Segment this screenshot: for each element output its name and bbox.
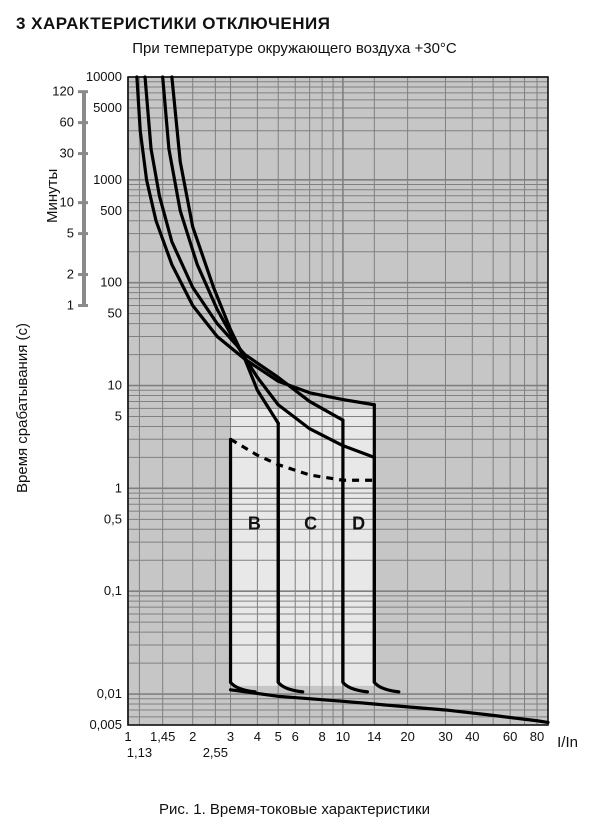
- x-axis-label: I/In: [557, 734, 578, 751]
- svg-text:D: D: [352, 513, 365, 533]
- svg-text:10: 10: [60, 195, 74, 210]
- svg-text:3: 3: [227, 729, 234, 744]
- svg-text:30: 30: [60, 146, 74, 161]
- svg-text:50: 50: [108, 306, 122, 321]
- y-axis-label-minutes: Минуты: [44, 169, 61, 223]
- svg-text:1: 1: [67, 297, 74, 312]
- svg-text:40: 40: [465, 729, 479, 744]
- svg-text:1000: 1000: [93, 172, 122, 187]
- svg-text:0,5: 0,5: [104, 511, 122, 526]
- svg-text:10000: 10000: [86, 69, 122, 84]
- svg-text:1: 1: [124, 729, 131, 744]
- svg-text:120: 120: [52, 84, 74, 99]
- svg-text:2,55: 2,55: [203, 745, 228, 760]
- svg-text:30: 30: [438, 729, 452, 744]
- svg-text:5000: 5000: [93, 100, 122, 115]
- svg-text:1: 1: [115, 480, 122, 495]
- svg-text:6: 6: [292, 729, 299, 744]
- y-axis-label-seconds: Время срабатывания (с): [14, 323, 31, 493]
- svg-text:0,005: 0,005: [89, 717, 122, 732]
- svg-text:1,45: 1,45: [150, 729, 175, 744]
- svg-text:C: C: [304, 513, 317, 533]
- svg-text:500: 500: [100, 203, 122, 218]
- figure-caption: Рис. 1. Время-токовые характеристики: [12, 801, 577, 818]
- svg-text:4: 4: [254, 729, 261, 744]
- svg-text:5: 5: [275, 729, 282, 744]
- svg-text:0,01: 0,01: [97, 686, 122, 701]
- svg-text:2: 2: [67, 267, 74, 282]
- svg-text:80: 80: [530, 729, 544, 744]
- svg-text:60: 60: [503, 729, 517, 744]
- trip-curve-chart: 10000 5000 1000 500 100 50 10 5 1 0,5 0,1 0,01 0,005…: [16, 63, 576, 783]
- svg-text:1,13: 1,13: [127, 745, 152, 760]
- chart-container: Время срабатывания (с) Минуты I/In 10000…: [16, 63, 576, 783]
- chart-subtitle: При температуре окружающего воздуха +30°…: [12, 40, 577, 57]
- svg-text:100: 100: [100, 275, 122, 290]
- svg-text:14: 14: [367, 729, 381, 744]
- svg-text:10: 10: [336, 729, 350, 744]
- svg-text:5: 5: [115, 408, 122, 423]
- svg-text:B: B: [248, 513, 261, 533]
- svg-text:10: 10: [108, 378, 122, 393]
- svg-text:8: 8: [318, 729, 325, 744]
- svg-text:20: 20: [400, 729, 414, 744]
- svg-text:0,1: 0,1: [104, 583, 122, 598]
- svg-text:5: 5: [67, 226, 74, 241]
- svg-text:2: 2: [189, 729, 196, 744]
- svg-text:60: 60: [60, 115, 74, 130]
- section-title: 3 ХАРАКТЕРИСТИКИ ОТКЛЮЧЕНИЯ: [16, 14, 577, 34]
